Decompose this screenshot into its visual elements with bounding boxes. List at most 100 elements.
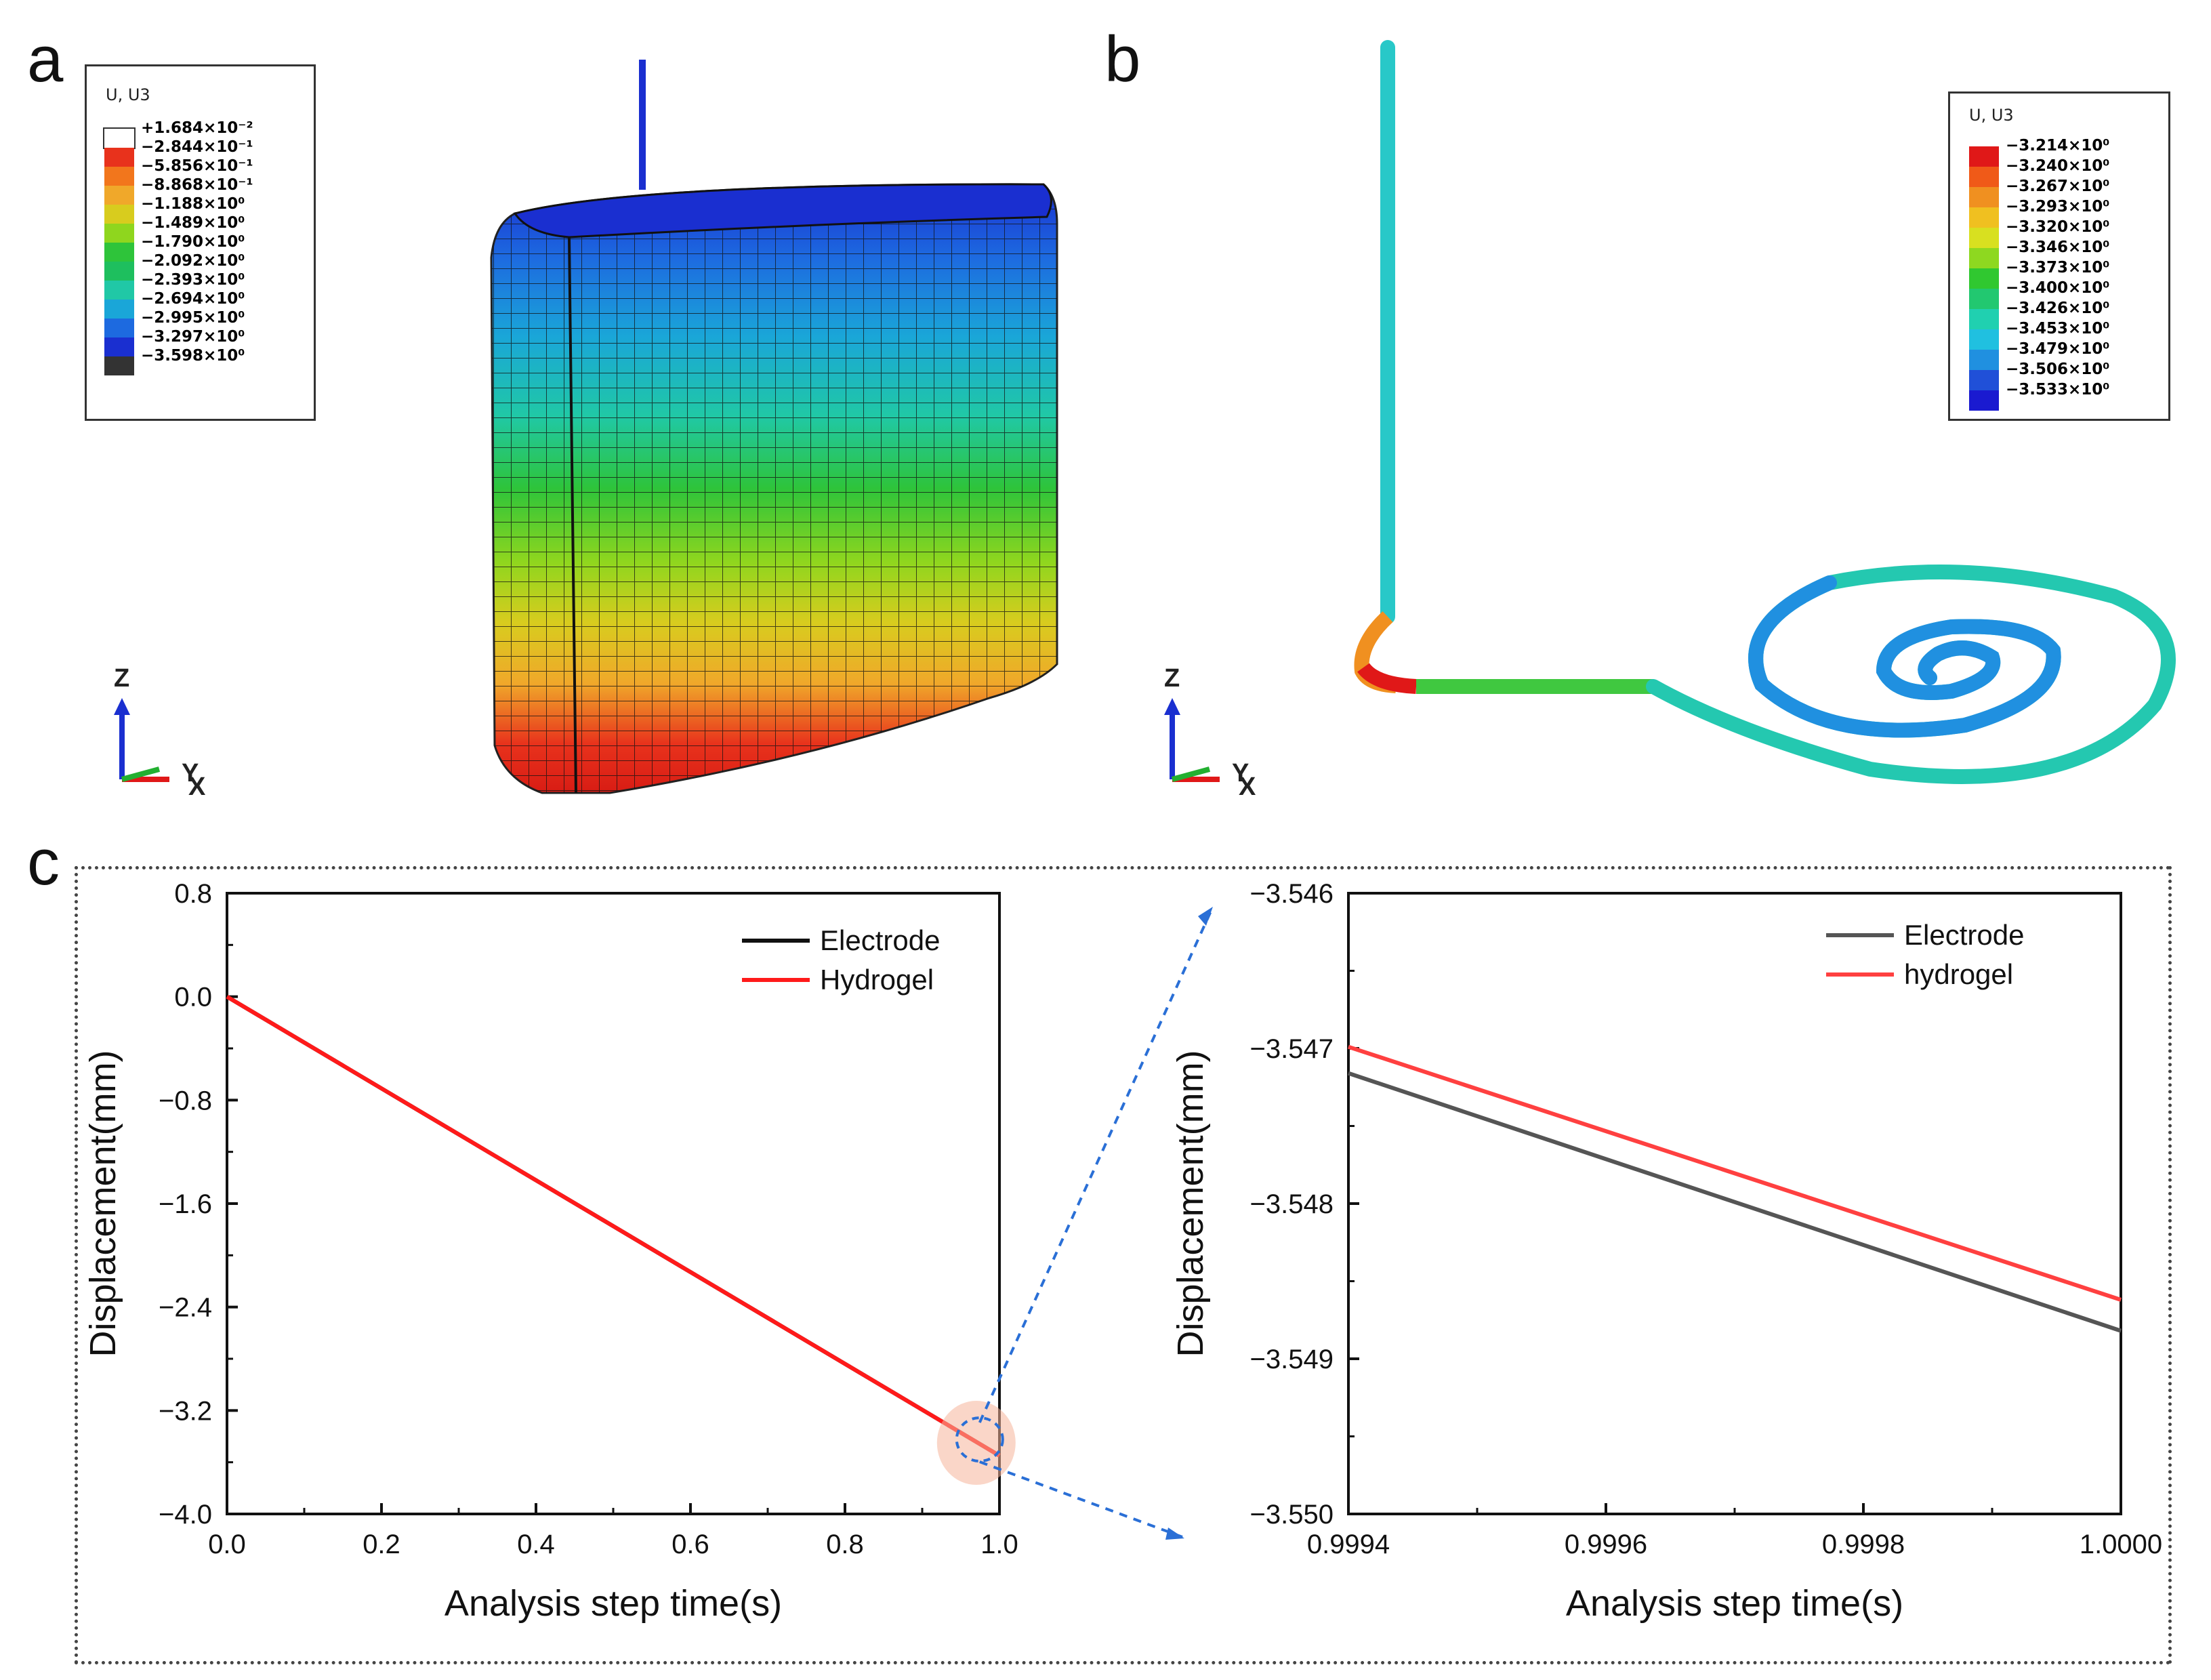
chart-1-ytick-label: −3.549 xyxy=(1250,1345,1334,1374)
panel-a-legend-title: U, U3 xyxy=(106,85,150,104)
panel-a-triad-x: X xyxy=(188,773,206,801)
panel-a-legend-value: −1.790×10⁰ xyxy=(141,233,245,251)
panel-a-legend-value: −1.188×10⁰ xyxy=(141,195,245,213)
panel-b-legend-swatch xyxy=(1969,228,1999,248)
panel-b-legend-swatch xyxy=(1969,350,1999,370)
zoom-arrow-upper xyxy=(978,906,1214,1423)
chart-1-legend-label: Electrode xyxy=(1904,919,2024,951)
zoom-arrow-upper-head xyxy=(1198,907,1213,926)
panel-a-legend-swatch xyxy=(104,224,134,243)
panel-a-legend-swatch xyxy=(104,167,134,186)
chart-1-ytick-label: −3.548 xyxy=(1250,1189,1334,1219)
panel-a-legend-value: −2.844×10⁻¹ xyxy=(141,138,253,156)
panel-b-legend-value: −3.400×10⁰ xyxy=(2006,279,2110,297)
panel-a-legend-value: −2.092×10⁰ xyxy=(141,252,245,270)
chart-1-xtick-label: 0.9994 xyxy=(1307,1530,1390,1559)
panel-c-frame xyxy=(75,866,2172,1664)
chart-0-ytick-label: 0.0 xyxy=(174,983,212,1012)
chart-0-legend-label: Electrode xyxy=(820,924,940,956)
chart-0-legend-label: Hydrogel xyxy=(820,964,934,996)
panel-b-legend-swatch xyxy=(1969,370,1999,390)
chart-0-series-hydrogel xyxy=(226,995,1001,1458)
panel-a-legend-swatch xyxy=(104,281,134,300)
panel-a-legend-swatch xyxy=(104,319,134,337)
chart-0-xtick-label: 0.4 xyxy=(517,1530,555,1559)
panel-a-side-edge xyxy=(568,237,577,794)
panel-b-legend: U, U3 −3.214×10⁰ −3.240×10⁰ −3.267×10⁰ −3.2… xyxy=(1948,91,2170,421)
panel-b-legend-value: −3.320×10⁰ xyxy=(2006,218,2110,236)
panel-a-legend-value: −2.995×10⁰ xyxy=(141,309,245,327)
panel-a-legend-swatch xyxy=(104,356,134,375)
panel-b-legend-swatch xyxy=(1969,167,1999,187)
panel-a-mesh xyxy=(491,184,1057,793)
chart-0-xtick-label: 0.6 xyxy=(671,1530,709,1559)
panel-b-legend-title: U, U3 xyxy=(1969,106,2014,125)
panel-a-legend-value: −3.297×10⁰ xyxy=(141,328,245,346)
chart-0-xlabel: Analysis step time(s) xyxy=(445,1583,782,1624)
panel-a-legend-value: −5.856×10⁻¹ xyxy=(141,157,253,175)
panel-a-legend: U, U3 +1.684×10⁻² −2.844×10⁻¹ −5.856×10⁻¹ −… xyxy=(85,64,316,421)
panel-b-spiral-inner xyxy=(1748,575,2061,738)
panel-b-triad-x: X xyxy=(1239,773,1256,801)
panel-a-legend-swatch xyxy=(104,205,134,224)
panel-a-legend-value: −8.868×10⁻¹ xyxy=(141,176,253,194)
chart-0-ytick-label: −3.2 xyxy=(159,1396,212,1426)
panel-a-legend-swatch xyxy=(104,243,134,262)
panel-label-b: b xyxy=(1104,23,1141,96)
panel-a-legend-swatch xyxy=(103,127,136,149)
panel-label-a: a xyxy=(27,23,64,96)
panel-b-legend-swatch xyxy=(1969,187,1999,207)
chart-0-ylabel: Displacement(mm) xyxy=(83,1050,123,1357)
panel-a-triad-y: Y xyxy=(182,759,199,787)
panel-a-legend-value: −2.393×10⁰ xyxy=(141,271,245,289)
chart-1-legend-label: hydrogel xyxy=(1904,958,2013,990)
panel-b-legend-value: −3.267×10⁰ xyxy=(2006,178,2110,195)
zoom-arrow-lower xyxy=(979,1460,1183,1538)
panel-label-c: c xyxy=(27,826,60,899)
chart-1-ylabel: Displacement(mm) xyxy=(1170,1050,1211,1357)
chart-1-xtick-label: 0.9998 xyxy=(1822,1530,1905,1559)
panel-a-legend-value: −3.598×10⁰ xyxy=(141,347,245,365)
panel-b-legend-value: −3.506×10⁰ xyxy=(2006,361,2110,378)
chart-0-ytick-label: −1.6 xyxy=(159,1189,212,1219)
panel-a-legend-value: +1.684×10⁻² xyxy=(141,119,253,137)
panel-b-legend-swatch xyxy=(1969,146,1999,167)
panel-b-legend-value: −3.479×10⁰ xyxy=(2006,340,2110,358)
panel-a-legend-swatch xyxy=(104,337,134,356)
panel-a-top-face xyxy=(513,183,1052,239)
panel-b-legend-swatch xyxy=(1969,309,1999,329)
panel-b-legend-swatch xyxy=(1969,329,1999,350)
panel-a-legend-swatch xyxy=(104,148,134,167)
panel-b-legend-swatch xyxy=(1969,207,1999,228)
panel-b-triad-z: Z xyxy=(1164,664,1180,693)
panel-b-legend-value: −3.453×10⁰ xyxy=(2006,320,2110,337)
zoom-highlight xyxy=(936,1401,1016,1486)
chart-1-series-hydrogel xyxy=(1348,1044,2122,1302)
panel-b-legend-swatch xyxy=(1969,390,1999,411)
panel-b-triad-y: Y xyxy=(1232,759,1249,787)
panel-b-legend-value: −3.293×10⁰ xyxy=(2006,198,2110,216)
panel-a-legend-swatch xyxy=(104,300,134,319)
panel-a-legend-swatch xyxy=(104,262,134,281)
chart-0-xtick-label: 0.8 xyxy=(826,1530,864,1559)
chart-0-xtick-label: 0.2 xyxy=(363,1530,400,1559)
panel-b-legend-value: −3.373×10⁰ xyxy=(2006,259,2110,276)
panel-b-legend-value: −3.533×10⁰ xyxy=(2006,381,2110,398)
panel-b-legend-value: −3.214×10⁰ xyxy=(2006,137,2110,155)
chart-1-xtick-label: 0.9996 xyxy=(1565,1530,1647,1559)
chart-1-xlabel: Analysis step time(s) xyxy=(1566,1583,1903,1624)
chart-1-xtick-label: 1.0000 xyxy=(2080,1530,2162,1559)
panel-a-legend-swatch xyxy=(104,186,134,205)
chart-1-ytick-label: −3.547 xyxy=(1250,1034,1334,1064)
zoom-arrow-lower-head xyxy=(1165,1528,1184,1540)
panel-a-legend-value: −1.489×10⁰ xyxy=(141,214,245,232)
panel-b-legend-value: −3.240×10⁰ xyxy=(2006,157,2110,175)
chart-1-ytick-label: −3.546 xyxy=(1250,879,1334,909)
panel-b-legend-value: −3.426×10⁰ xyxy=(2006,300,2110,317)
panel-a-triad-z: Z xyxy=(114,664,130,693)
